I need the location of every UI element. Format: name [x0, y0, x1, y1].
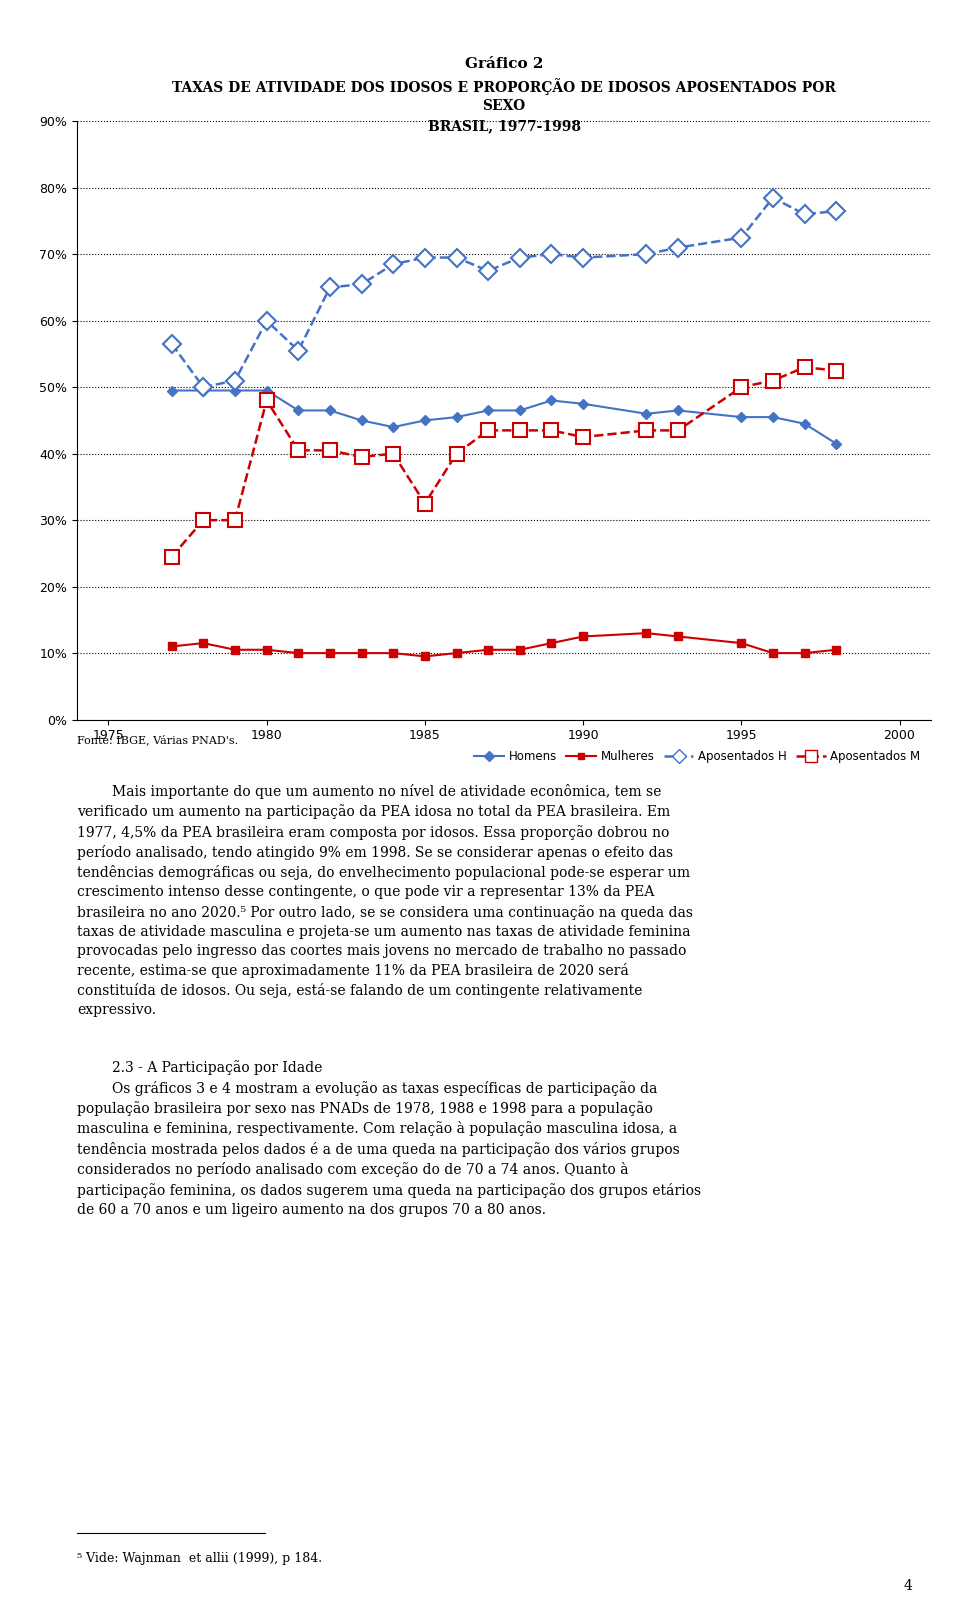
Text: BRASIL, 1977-1998: BRASIL, 1977-1998: [427, 120, 581, 134]
Text: TAXAS DE ATIVIDADE DOS IDOSOS E PROPORÇÃO DE IDOSOS APOSENTADOS POR: TAXAS DE ATIVIDADE DOS IDOSOS E PROPORÇÃ…: [172, 78, 836, 94]
Text: Gráfico 2: Gráfico 2: [465, 57, 543, 71]
Text: ⁵ Vide: Wajnman  et allii (1999), p 184.: ⁵ Vide: Wajnman et allii (1999), p 184.: [77, 1552, 322, 1565]
Text: Fonte: IBGE, Várias PNAD's.: Fonte: IBGE, Várias PNAD's.: [77, 734, 238, 745]
Text: Mais importante do que um aumento no nível de atividade econômica, tem se
verifi: Mais importante do que um aumento no nív…: [77, 784, 701, 1216]
Legend: Homens, Mulheres, Aposentados H, Aposentados M: Homens, Mulheres, Aposentados H, Aposent…: [469, 745, 925, 768]
Text: SEXO: SEXO: [482, 99, 526, 113]
Text: 4: 4: [903, 1578, 912, 1593]
